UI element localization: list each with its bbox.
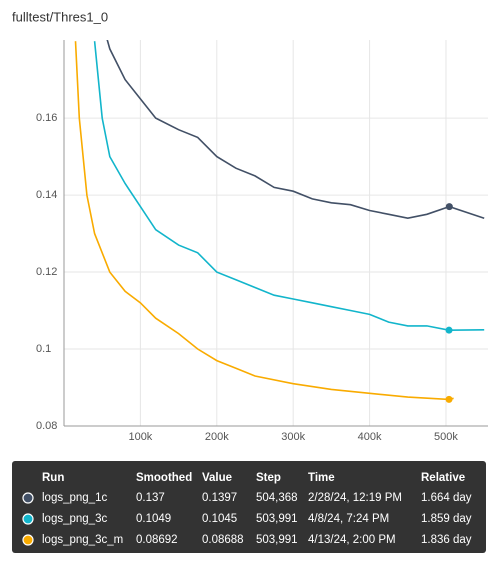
tooltip-header: Value [202,472,232,484]
tooltip-table: Run Smoothed Value Step Time Relative logs_png… [22,472,472,546]
tooltip-cell: 1.859 day [421,513,472,525]
legend-swatch [22,492,34,504]
tooltip-header: Step [256,472,281,484]
tooltip-header: Relative [421,472,465,484]
y-tick-label: 0.14 [36,189,57,201]
tooltip-cell: 0.08688 [202,534,244,546]
x-tick-label: 400k [358,431,382,443]
tooltip-cell: 4/13/24, 2:00 PM [308,534,396,546]
tooltip-cell: 4/8/24, 7:24 PM [308,513,389,525]
tooltip-header: Smoothed [136,472,192,484]
x-tick-label: 200k [205,431,229,443]
plot-area [74,40,485,403]
tooltip-header: Time [308,472,335,484]
hover-dot [445,395,453,403]
y-tick-label: 0.12 [36,266,57,278]
tooltip-cell: 0.1049 [136,513,171,525]
tooltip-cell: 0.1045 [202,513,237,525]
tooltip-cell: 503,991 [256,513,298,525]
x-tick-label: 100k [128,431,152,443]
y-tick-label: 0.1 [36,343,51,355]
hover-dot [445,326,453,334]
y-tick-label: 0.08 [36,420,57,432]
tooltip-cell: logs_png_3c [42,513,107,525]
tooltip-cell: 1.664 day [421,492,472,504]
hover-dot [445,203,453,211]
legend-swatch [22,534,34,546]
x-tick-label: 300k [281,431,305,443]
legend-swatch [22,513,34,525]
tooltip-cell: logs_png_1c [42,492,107,504]
tooltip-cell: 504,368 [256,492,298,504]
tooltip-cell: 503,991 [256,534,298,546]
tooltip-cell: 0.1397 [202,492,237,504]
grid: 0.08 0.1 0.12 0.14 0.16 100k 200k 300k 400k 500k [36,40,488,443]
tooltip-cell: 0.08692 [136,534,178,546]
series-line [74,41,454,401]
x-tick-label: 500k [434,431,458,443]
tooltip [12,461,486,553]
tooltip-cell: 1.836 day [421,534,472,546]
tooltip-header: Run [42,472,64,484]
series-line [93,41,485,332]
y-tick-label: 0.16 [36,112,57,124]
tooltip-cell: logs_png_3c_m [42,534,123,546]
chart-title: fulltest/Thres1_0 [12,9,108,24]
tooltip-cell: 2/28/24, 12:19 PM [308,492,402,504]
series-line [106,40,485,220]
tooltip-cell: 0.137 [136,492,165,504]
